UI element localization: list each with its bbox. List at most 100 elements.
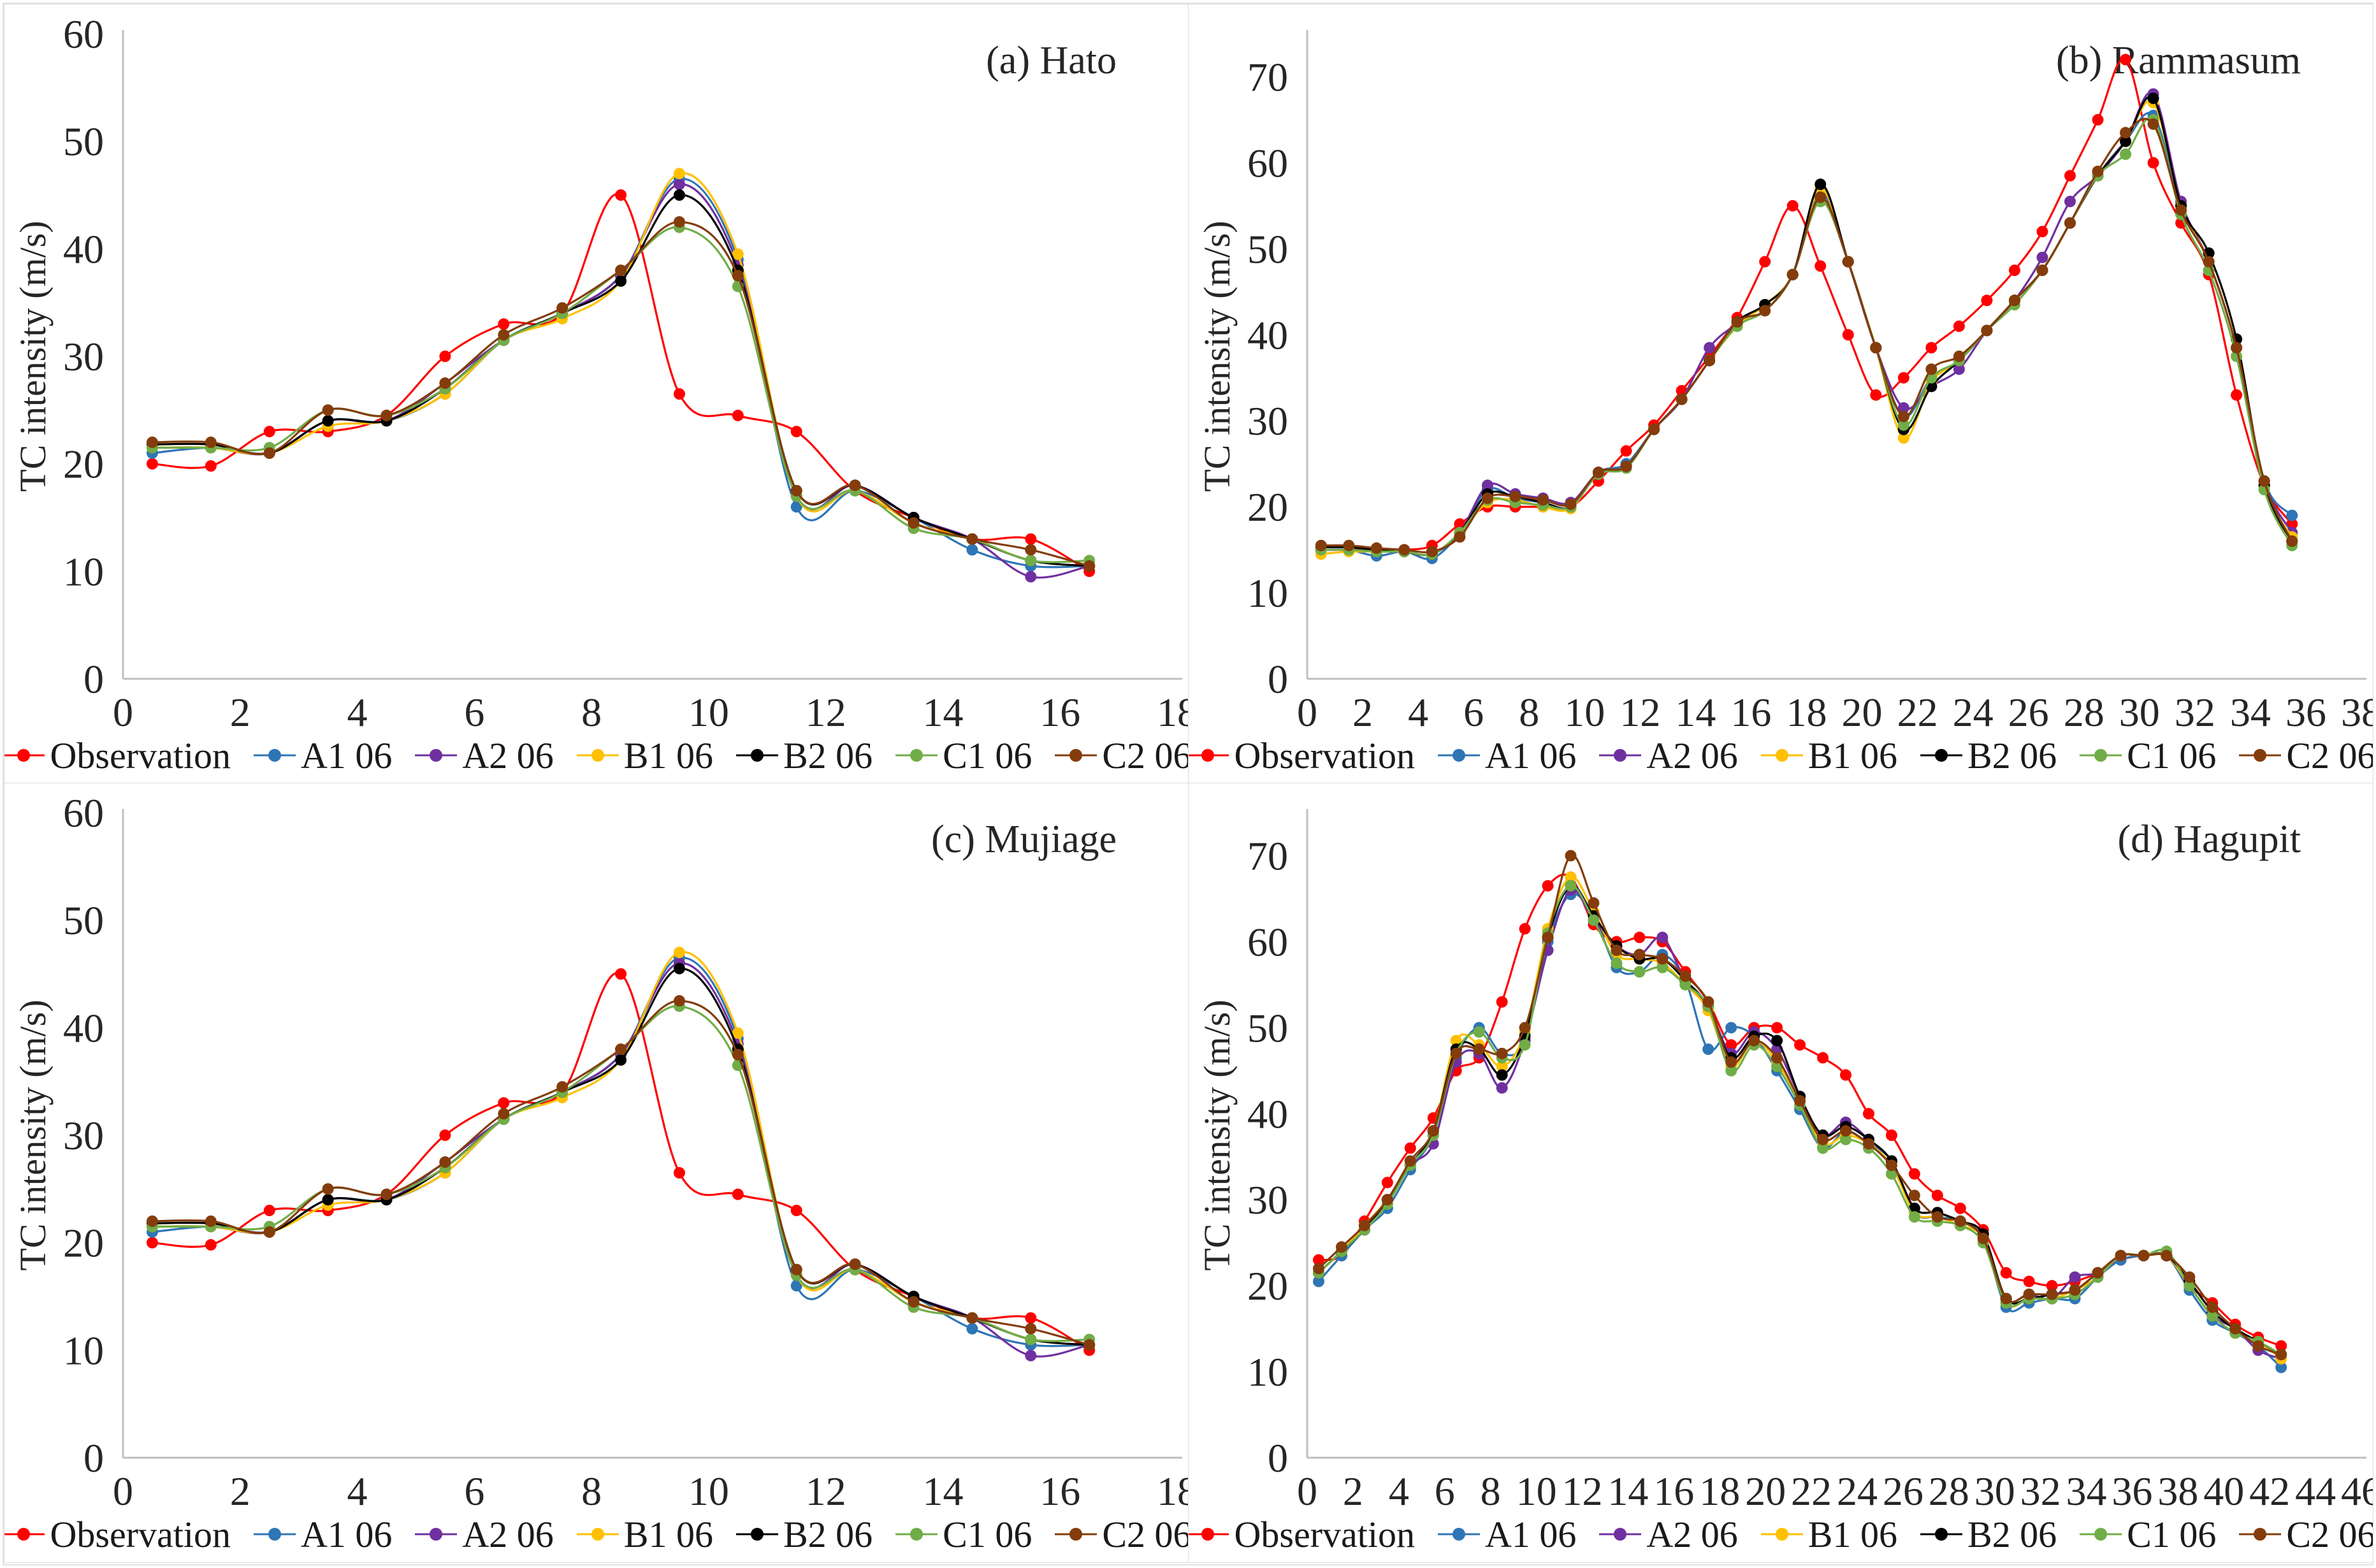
legend-marker-icon: [1920, 749, 1962, 762]
series-marker-c2-06: [2275, 1349, 2287, 1361]
series-marker-observation: [1925, 342, 1938, 354]
series-marker-c1-06: [1025, 1333, 1037, 1346]
series-marker-observation: [1842, 329, 1854, 341]
legend-marker-icon: [735, 749, 778, 762]
series-marker-c2-06: [1925, 363, 1938, 375]
series-line-b2-06: [1317, 884, 2282, 1356]
series-marker-observation: [498, 318, 510, 330]
legend-label: A1 06: [1484, 1513, 1577, 1555]
series-marker-c2-06: [966, 533, 978, 545]
series-marker-c2-06: [1759, 305, 1771, 317]
legend-marker-icon: [1599, 1528, 1642, 1541]
series-marker-a2-06: [1897, 402, 1909, 414]
series-marker-observation: [1885, 1129, 1897, 1141]
series-marker-c2-06: [1025, 544, 1037, 556]
series-marker-c2-06: [146, 1215, 158, 1227]
series-line-c1-06: [1317, 885, 2282, 1356]
figure-tc-intensity-panels: 0102030405060024681012141618TC intensity…: [3, 3, 2373, 1565]
series-marker-c2-06: [849, 1258, 861, 1270]
legend-label: C2 06: [2286, 734, 2373, 776]
series-marker-c2-06: [673, 995, 685, 1007]
series-marker-b1-06: [732, 1027, 744, 1039]
x-tick-label: 14: [1607, 1469, 1648, 1514]
series-marker-c1-06: [1897, 419, 1909, 431]
series-marker-c1-06: [1473, 1026, 1485, 1038]
series-marker-c2-06: [2203, 256, 2215, 268]
x-tick-label: 6: [464, 690, 484, 735]
series-marker-c2-06: [322, 404, 334, 416]
series-marker-c2-06: [1454, 531, 1466, 543]
y-tick-label: 60: [63, 11, 104, 57]
y-tick-label: 50: [1247, 1005, 1288, 1050]
series-marker-c2-06: [380, 409, 393, 421]
x-tick-label: 24: [1953, 690, 1994, 735]
y-tick-label: 30: [1247, 398, 1288, 444]
panel-b-rammasum: 0 10 20 30 40 50 60 70 0 2 4 6 8 10 12 14 16 18 20 22 24 26 28…: [1188, 4, 2373, 784]
legend-item-b2-06: B2 06: [735, 734, 873, 777]
legend-marker-icon: [415, 749, 458, 762]
legend-marker-icon: [4, 749, 45, 762]
series-marker-c2-06: [1611, 944, 1623, 956]
legend-marker-icon: [1055, 1528, 1097, 1541]
series-marker-b1-06: [673, 947, 685, 959]
series-line-b2-06: [152, 194, 1090, 567]
series-marker-c2-06: [1427, 1125, 1439, 1137]
series-marker-c2-06: [439, 1156, 451, 1168]
series-marker-c2-06: [1593, 467, 1605, 479]
series-marker-c2-06: [1771, 1052, 1783, 1064]
legend-item-c2-06: C2 06: [1054, 1513, 1189, 1556]
series-marker-c2-06: [1335, 1241, 1347, 1253]
series-marker-observation: [2008, 265, 2020, 277]
x-tick-label: 0: [113, 690, 133, 735]
series-marker-c2-06: [1704, 354, 1716, 367]
series-line-a1-06: [152, 177, 1090, 569]
panel-title: (b) Rammasum: [2056, 39, 2301, 82]
series-marker-b1-06: [673, 168, 685, 180]
panel-title: (c) Mujiage: [931, 818, 1117, 861]
x-tick-label: 10: [1564, 690, 1605, 735]
series-marker-c2-06: [2161, 1249, 2173, 1261]
legend-item-a2-06: A2 06: [414, 1513, 554, 1556]
legend-marker-icon: [415, 1528, 458, 1541]
legend-label: Observation: [1234, 1513, 1415, 1555]
series-marker-c2-06: [790, 484, 802, 497]
series-marker-c2-06: [2008, 294, 2020, 307]
series-marker-c2-06: [1648, 423, 1660, 435]
series-marker-c2-06: [1748, 1034, 1760, 1047]
y-tick-label: 30: [63, 1113, 104, 1158]
series-marker-observation: [2231, 389, 2243, 401]
series-marker-c2-06: [1426, 546, 1438, 558]
x-tick-label: 12: [1561, 1469, 1602, 1514]
series-marker-b2-06: [673, 962, 685, 975]
legend-item-b2-06: B2 06: [1919, 1513, 2057, 1556]
x-tick-label: 8: [1481, 1469, 1501, 1514]
series-marker-c2-06: [2036, 265, 2048, 277]
x-tick-label: 10: [688, 690, 729, 735]
x-tick-label: 6: [1435, 1469, 1455, 1514]
series-marker-c1-06: [1679, 978, 1691, 991]
x-tick-label: 10: [688, 1469, 729, 1514]
series-marker-observation: [2275, 1340, 2287, 1352]
legend-marker-icon: [2239, 1528, 2282, 1541]
y-tick-label: 40: [63, 1005, 104, 1050]
x-tick-label: 22: [1791, 1469, 1832, 1514]
series-marker-c2-06: [2229, 1323, 2242, 1335]
series-marker-b1-06: [732, 248, 744, 260]
x-tick-label: 20: [1745, 1469, 1786, 1514]
series-marker-c1-06: [2206, 1310, 2219, 1322]
series-marker-c2-06: [1537, 494, 1549, 506]
series-marker-observation: [1815, 260, 1827, 272]
panel-d-hagupit: 0 10 20 30 40 50 60 70 0 2 4 6 8 10 12 14 16 18 20 22 24 26 28…: [1188, 783, 2373, 1563]
x-tick-label: 4: [1389, 1469, 1409, 1514]
series-marker-c2-06: [1509, 490, 1521, 502]
legend-label: C1 06: [2127, 734, 2217, 776]
series-marker-a2-06: [2036, 251, 2048, 263]
x-tick-label: 2: [1352, 690, 1373, 735]
x-tick-label: 36: [2112, 1469, 2152, 1514]
series-marker-b2-06: [322, 1194, 334, 1206]
y-tick-label: 60: [1247, 140, 1288, 185]
x-tick-label: 6: [464, 1469, 484, 1514]
series-marker-a2-06: [2069, 1271, 2081, 1283]
series-marker-a2-06: [1025, 1349, 1037, 1361]
legend-label: A1 06: [300, 734, 393, 776]
